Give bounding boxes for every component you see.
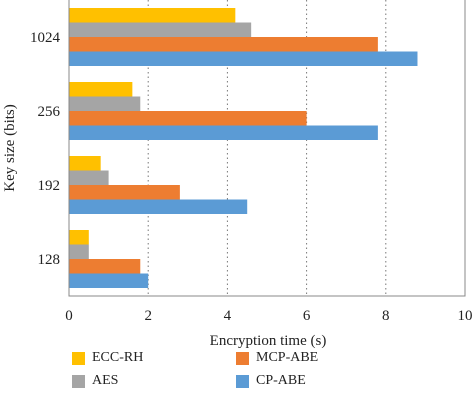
- bar-ecc-rh-256: [69, 82, 133, 97]
- y-axis-label: Key size (bits): [2, 104, 18, 191]
- legend-item-cp-abe: CP-ABE: [236, 373, 306, 389]
- x-tick-label: 4: [224, 308, 232, 324]
- bar-cp-abe-256: [69, 125, 378, 140]
- legend-swatch: [72, 351, 85, 365]
- legend-label: ECC-RH: [92, 350, 144, 365]
- bar-mcp-abe-192: [69, 185, 180, 200]
- bar-ecc-rh-192: [69, 156, 101, 171]
- legend-swatch: [236, 374, 249, 388]
- x-tick-label: 6: [303, 308, 311, 324]
- bar-ecc-rh-128: [69, 230, 89, 245]
- legend-label: MCP-ABE: [256, 350, 319, 365]
- bar-mcp-abe-1024: [69, 37, 378, 52]
- legend-label: AES: [92, 373, 119, 388]
- x-axis-label: Encryption time (s): [210, 333, 327, 349]
- y-tick-label: 192: [38, 178, 61, 194]
- x-tick-label: 2: [144, 308, 152, 324]
- bar-mcp-abe-128: [69, 259, 141, 274]
- legend-item-ecc-rh: ECC-RH: [72, 350, 143, 366]
- bar-cp-abe-1024: [69, 51, 418, 66]
- x-tick-label: 0: [65, 308, 73, 324]
- bar-aes-128: [69, 244, 89, 259]
- bar-aes-256: [69, 96, 141, 111]
- y-tick-label: 256: [38, 104, 61, 120]
- y-tick-labels: 128 192 256 1024: [30, 30, 61, 268]
- legend-item-aes: AES: [72, 373, 118, 389]
- bar-aes-1024: [69, 22, 252, 37]
- y-tick-label: 128: [38, 252, 61, 268]
- bar-aes-192: [69, 170, 109, 185]
- bar-ecc-rh-1024: [69, 8, 236, 23]
- bar-cp-abe-128: [69, 273, 149, 288]
- bar-mcp-abe-256: [69, 111, 307, 126]
- y-tick-label: 1024: [30, 30, 61, 46]
- bar-cp-abe-192: [69, 199, 248, 214]
- x-tick-labels: 0 2 4 6 8 10: [65, 308, 472, 324]
- legend-swatch: [236, 351, 249, 365]
- plot-frame: [68, 0, 466, 297]
- x-tick-label: 10: [458, 308, 473, 324]
- x-tick-label: 8: [382, 308, 390, 324]
- legend-label: CP-ABE: [256, 373, 306, 388]
- legend-swatch: [72, 374, 85, 388]
- bars: [69, 8, 418, 288]
- legend-item-mcp-abe: MCP-ABE: [236, 350, 318, 366]
